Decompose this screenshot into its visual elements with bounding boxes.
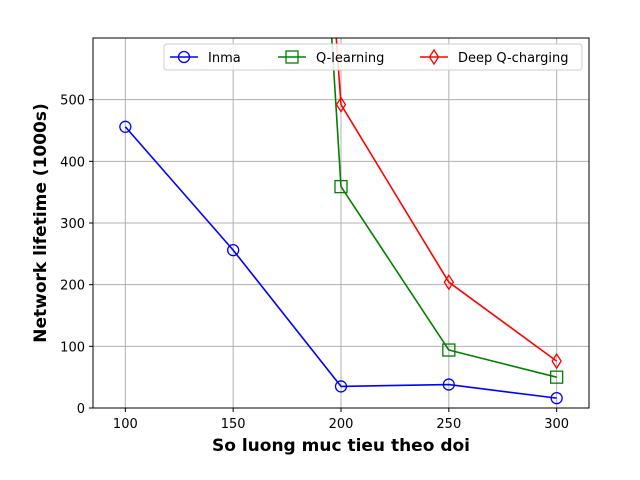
x-axis-title: So luong muc tieu theo doi — [212, 436, 470, 456]
inma-line — [124, 126, 557, 399]
q-learning-line — [330, 38, 557, 378]
legend-label: Deep Q-charging — [458, 51, 569, 66]
inma-point — [227, 243, 240, 257]
x-tick-label: 100 — [113, 417, 138, 432]
q-learning-point — [550, 370, 564, 384]
legend-entry-q-learning: Q-learning — [278, 50, 384, 66]
legend-entry-inma: Inma — [170, 50, 241, 66]
x-tick-label: 150 — [221, 417, 246, 432]
legend-swatch-marker — [428, 48, 440, 66]
y-tick-label: 300 — [60, 217, 85, 232]
q-learning-point — [334, 179, 348, 194]
y-tick-label: 0 — [77, 402, 85, 417]
legend-entry-deep-q-charging: Deep Q-charging — [420, 48, 569, 66]
series-q-learning — [330, 38, 564, 384]
inma-point — [334, 380, 348, 393]
inma-point — [550, 391, 563, 405]
inma-point — [119, 120, 132, 133]
legend-swatch-marker — [285, 50, 299, 64]
legend-label: Q-learning — [316, 51, 384, 66]
y-tick-label: 200 — [60, 279, 85, 294]
y-tick-label: 400 — [60, 155, 85, 170]
ticks: 100 150 200 250 300 0 100 200 300 400 500 — [60, 94, 569, 432]
deep-q-charging-point — [335, 96, 347, 113]
inma-point — [442, 378, 455, 391]
legend-label: Inma — [208, 51, 241, 66]
q-learning-point — [442, 343, 456, 357]
legend-box — [163, 43, 583, 71]
x-tick-label: 200 — [329, 417, 354, 432]
y-tick-label: 500 — [60, 94, 85, 109]
deep-q-charging-point — [443, 273, 455, 291]
series-inma — [119, 120, 563, 405]
x-tick-label: 250 — [436, 417, 461, 432]
y-axis-title: Network lifetime (1000s) — [31, 103, 51, 343]
legend-swatch-marker — [177, 50, 191, 64]
deep-q-charging-point — [551, 352, 562, 370]
legend: Inma Q-learning Deep Q-charging — [163, 43, 583, 71]
x-tick-label: 300 — [544, 417, 569, 432]
y-tick-label: 100 — [60, 340, 85, 355]
